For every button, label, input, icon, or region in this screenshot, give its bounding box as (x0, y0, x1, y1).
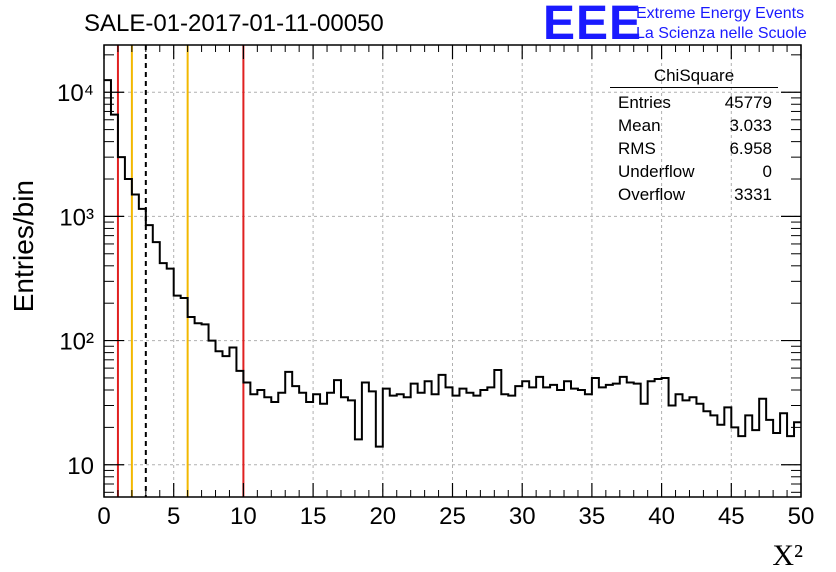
x-tick-label: 5 (167, 503, 180, 530)
x-tick-label: 10 (230, 503, 257, 530)
x-tick-label: 30 (509, 503, 536, 530)
stats-value: 3.033 (729, 116, 772, 135)
x-tick-label: 40 (648, 503, 675, 530)
stats-row-entries: Entries 45779 (610, 91, 778, 114)
y-tick-label: 10 (67, 453, 94, 480)
x-tick-label: 20 (369, 503, 396, 530)
y-tick-label: 10² (59, 329, 94, 356)
x-tick-label: 0 (97, 503, 110, 530)
x-tick-label: 25 (439, 503, 466, 530)
threshold-lines (116, 45, 245, 497)
chart-title: SALE-01-2017-01-11-00050 (84, 10, 384, 37)
x-tick-label: 15 (300, 503, 327, 530)
stats-value: 0 (762, 162, 772, 181)
logo-line-2: La Scienza nelle Scuole (636, 25, 807, 42)
x-axis: 0 5 10 15 20 25 30 35 40 45 50 (97, 45, 814, 530)
stats-row-mean: Mean 3.033 (610, 114, 778, 137)
stats-title: ChiSquare (610, 66, 778, 88)
stats-value: 6.958 (729, 139, 772, 158)
y-tick-label: 10³ (59, 204, 94, 231)
stats-key: Mean (618, 116, 661, 135)
histogram-series (104, 79, 801, 448)
x-tick-label: 50 (788, 503, 815, 530)
stats-value: 3331 (734, 185, 772, 204)
stats-row-rms: RMS 6.958 (610, 137, 778, 160)
stats-row-underflow: Underflow 0 (610, 160, 778, 183)
stats-box: ChiSquare Entries 45779 Mean 3.033 RMS 6… (610, 66, 778, 206)
y-tick-label: 10⁴ (57, 80, 94, 107)
stats-row-overflow: Overflow 3331 (610, 183, 778, 206)
stats-key: Overflow (618, 185, 686, 204)
logo-line-1: Extreme Energy Events (636, 5, 805, 22)
stats-key: RMS (618, 139, 656, 158)
x-tick-label: 45 (718, 503, 745, 530)
y-axis-label: Entries/bin (8, 180, 39, 312)
stats-value: 45779 (724, 93, 772, 112)
x-tick-label: 35 (579, 503, 606, 530)
y-axis: 10 10² 10³ 10⁴ (57, 54, 801, 493)
grid (104, 45, 801, 497)
eee-logo: EEE (543, 0, 643, 50)
x-axis-label: X² (772, 539, 803, 572)
stats-key: Entries (618, 93, 671, 112)
stats-key: Underflow (618, 162, 695, 181)
